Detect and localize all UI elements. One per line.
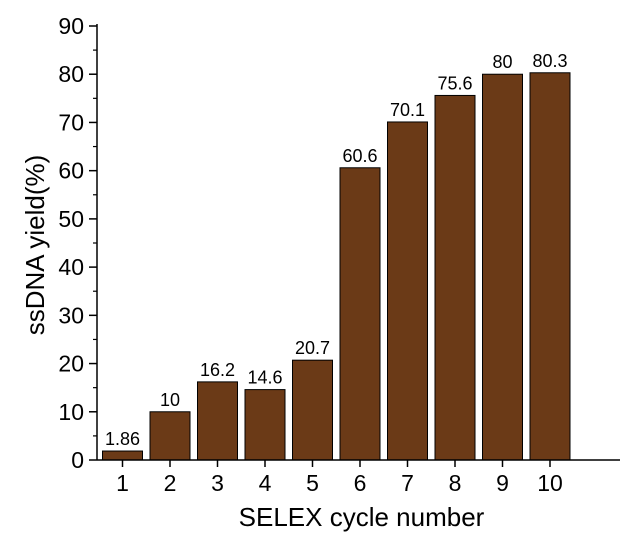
bar — [197, 381, 238, 461]
data-label: 80 — [492, 52, 512, 72]
y-tick-label: 90 — [58, 13, 84, 39]
bar — [529, 72, 571, 461]
y-tick-label: 70 — [58, 109, 84, 135]
x-axis-title: SELEX cycle number — [239, 502, 485, 532]
y-axis-title: ssDNA yield(%) — [20, 155, 50, 336]
y-axis-ticks: 0 10 20 30 40 50 60 70 80 90 — [58, 13, 97, 473]
x-tick-label: 10 — [537, 470, 563, 496]
x-tick-label: 1 — [116, 470, 129, 496]
y-tick-label: 50 — [58, 206, 84, 232]
y-tick-label: 80 — [58, 61, 84, 87]
x-tick-label: 3 — [211, 470, 224, 496]
data-label: 10 — [160, 390, 180, 410]
x-tick-label: 6 — [354, 470, 367, 496]
bar — [244, 389, 286, 461]
data-label: 20.7 — [295, 338, 330, 358]
y-tick-label: 20 — [58, 351, 84, 377]
bar — [387, 121, 428, 461]
x-tick-label: 4 — [259, 470, 272, 496]
bar — [292, 359, 333, 461]
data-label: 80.3 — [532, 51, 567, 71]
x-tick-label: 8 — [449, 470, 462, 496]
data-label: 16.2 — [200, 360, 235, 380]
data-label: 14.6 — [247, 368, 282, 388]
x-axis-ticks: 1 2 3 4 5 6 7 8 9 10 — [116, 460, 563, 496]
bars — [102, 72, 571, 461]
y-tick-label: 40 — [58, 254, 84, 280]
data-label: 70.1 — [390, 100, 425, 120]
data-labels: 1.86 10 16.2 14.6 20.7 60.6 70.1 75.6 80 80.3 — [105, 51, 568, 449]
y-tick-label: 10 — [58, 399, 84, 425]
bar — [482, 73, 523, 461]
x-tick-label: 5 — [306, 470, 319, 496]
y-tick-label: 0 — [71, 447, 84, 473]
x-tick-label: 7 — [401, 470, 414, 496]
data-label: 75.6 — [437, 73, 472, 93]
bar — [434, 94, 476, 461]
data-label: 1.86 — [105, 429, 140, 449]
bar — [102, 450, 143, 461]
y-tick-label: 30 — [58, 302, 84, 328]
y-tick-label: 60 — [58, 158, 84, 184]
data-label: 60.6 — [342, 146, 377, 166]
x-tick-label: 9 — [496, 470, 509, 496]
bar — [339, 167, 381, 461]
bar — [149, 411, 191, 461]
x-tick-label: 2 — [164, 470, 177, 496]
